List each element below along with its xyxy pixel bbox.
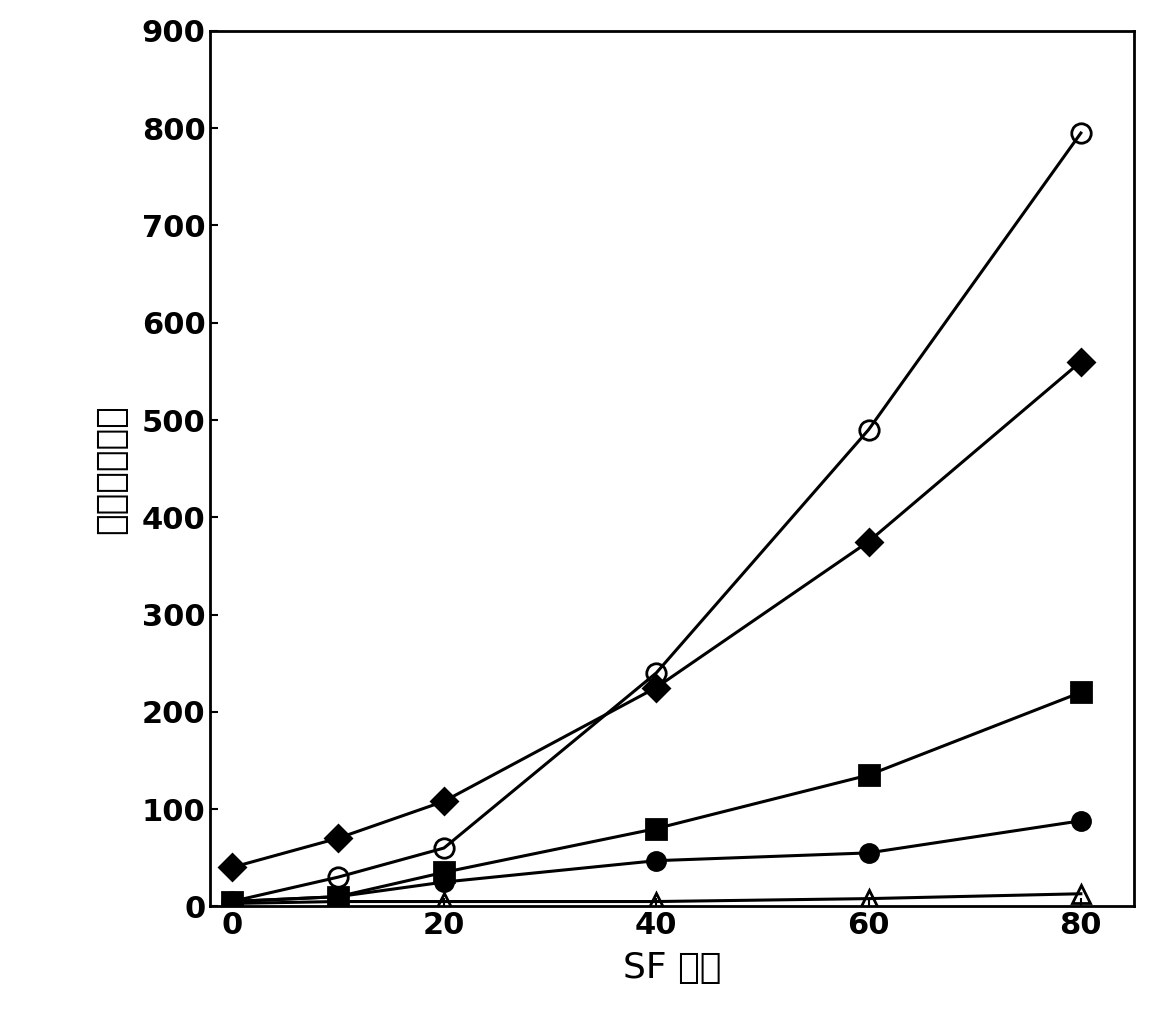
X-axis label: SF 浓度: SF 浓度 bbox=[623, 952, 721, 986]
Y-axis label: 吸光度变化量: 吸光度变化量 bbox=[94, 404, 127, 534]
